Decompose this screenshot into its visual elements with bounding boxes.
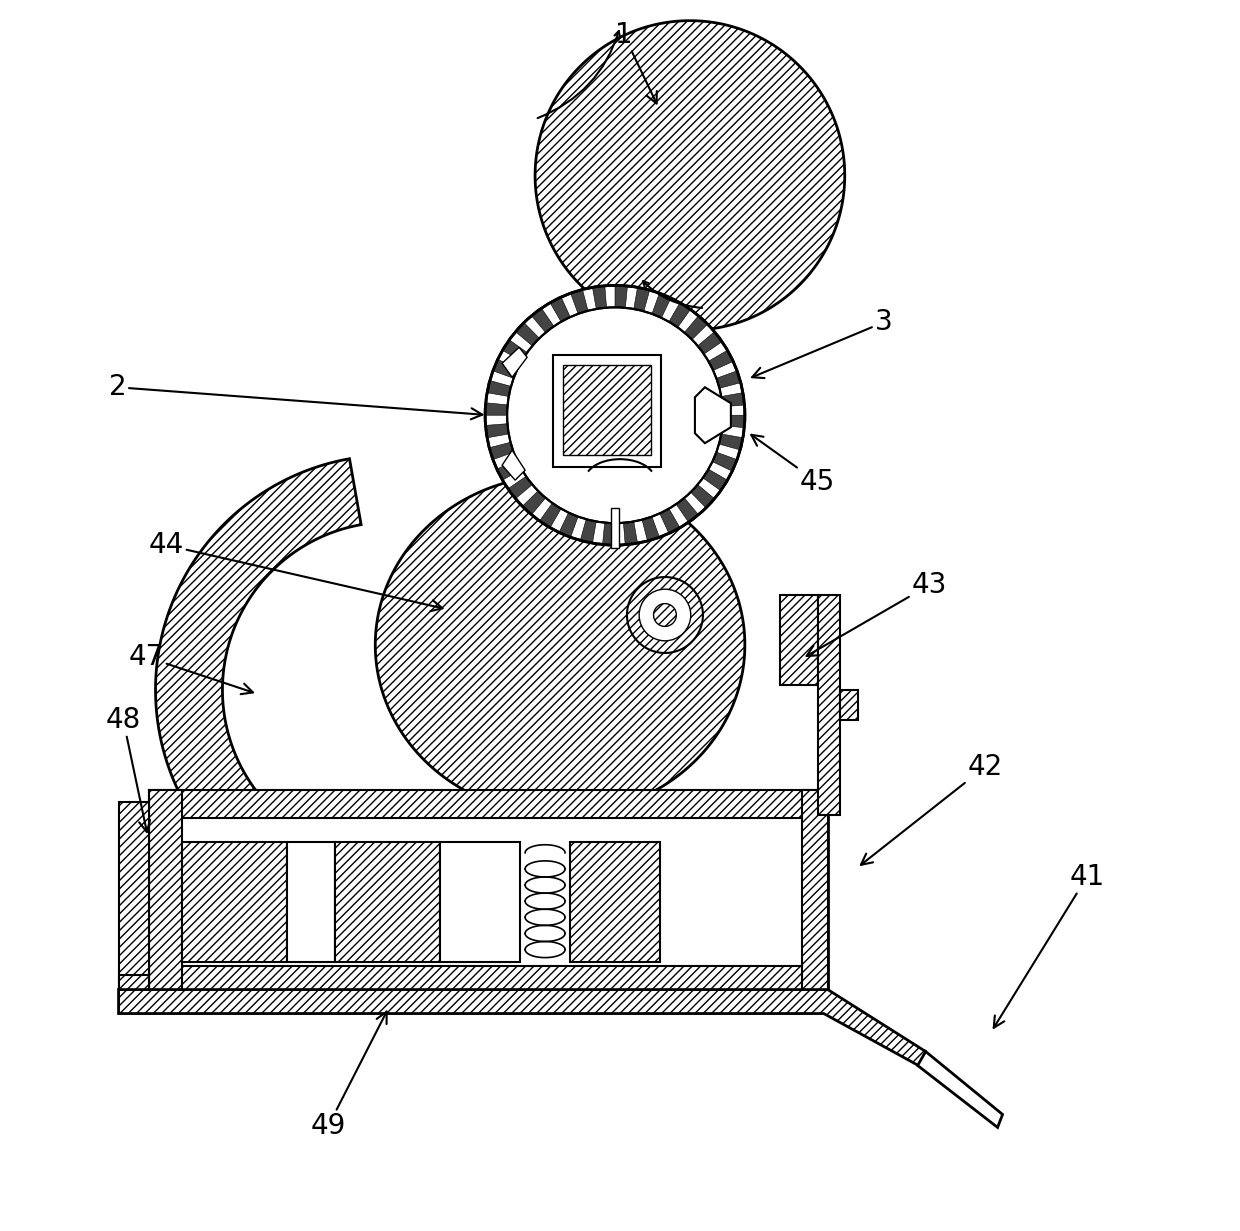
- Polygon shape: [627, 577, 703, 652]
- Wedge shape: [715, 372, 740, 389]
- Wedge shape: [503, 341, 528, 362]
- Polygon shape: [149, 790, 828, 817]
- Polygon shape: [549, 505, 626, 521]
- Polygon shape: [694, 388, 730, 443]
- Wedge shape: [489, 380, 512, 396]
- Wedge shape: [494, 359, 518, 379]
- Text: 3: 3: [753, 308, 893, 378]
- Bar: [553, 356, 661, 468]
- Wedge shape: [508, 475, 533, 499]
- Wedge shape: [559, 512, 578, 537]
- Text: 42: 42: [861, 753, 1003, 865]
- Polygon shape: [839, 689, 858, 720]
- Wedge shape: [523, 490, 547, 513]
- Wedge shape: [722, 415, 744, 427]
- Wedge shape: [541, 502, 562, 527]
- Wedge shape: [668, 304, 689, 329]
- Text: 43: 43: [807, 571, 947, 656]
- Wedge shape: [486, 423, 510, 437]
- Polygon shape: [918, 1051, 1003, 1128]
- Polygon shape: [570, 842, 660, 961]
- Text: 44: 44: [149, 531, 443, 611]
- Wedge shape: [689, 484, 714, 507]
- Polygon shape: [119, 801, 149, 990]
- Polygon shape: [802, 790, 828, 990]
- Polygon shape: [563, 366, 651, 455]
- Wedge shape: [683, 316, 707, 340]
- Circle shape: [639, 590, 691, 641]
- Wedge shape: [708, 351, 733, 371]
- Wedge shape: [516, 324, 541, 346]
- Wedge shape: [615, 287, 627, 309]
- Wedge shape: [634, 288, 650, 313]
- Wedge shape: [651, 294, 671, 319]
- Wedge shape: [570, 291, 588, 315]
- Polygon shape: [119, 990, 925, 1070]
- Wedge shape: [642, 516, 660, 540]
- Wedge shape: [624, 521, 637, 544]
- Text: 48: 48: [105, 705, 150, 832]
- Text: 2: 2: [109, 373, 482, 420]
- Wedge shape: [697, 332, 722, 355]
- Wedge shape: [660, 507, 680, 533]
- Text: 49: 49: [310, 1012, 387, 1140]
- Wedge shape: [490, 442, 515, 459]
- Bar: [440, 842, 520, 961]
- Wedge shape: [603, 522, 615, 544]
- Circle shape: [507, 308, 723, 523]
- Polygon shape: [149, 790, 182, 990]
- Wedge shape: [551, 298, 570, 323]
- Wedge shape: [486, 403, 508, 415]
- Wedge shape: [720, 393, 744, 406]
- Wedge shape: [718, 433, 742, 449]
- Polygon shape: [149, 965, 828, 990]
- Polygon shape: [155, 459, 361, 921]
- Polygon shape: [182, 842, 288, 961]
- Polygon shape: [502, 347, 527, 377]
- Polygon shape: [119, 975, 149, 990]
- Wedge shape: [593, 287, 606, 310]
- Circle shape: [485, 286, 745, 545]
- Bar: [288, 842, 335, 961]
- Polygon shape: [335, 842, 440, 961]
- Text: 47: 47: [129, 643, 253, 694]
- Polygon shape: [653, 603, 676, 627]
- Text: 41: 41: [993, 863, 1105, 1028]
- Text: 1: 1: [615, 21, 657, 103]
- Polygon shape: [780, 595, 817, 684]
- Bar: [149, 790, 828, 990]
- Polygon shape: [817, 595, 839, 815]
- Polygon shape: [563, 366, 651, 455]
- Text: 45: 45: [751, 435, 835, 496]
- Wedge shape: [532, 309, 554, 334]
- Polygon shape: [502, 451, 525, 480]
- Polygon shape: [536, 21, 844, 330]
- Wedge shape: [580, 518, 596, 542]
- Wedge shape: [497, 459, 522, 480]
- Polygon shape: [376, 475, 745, 815]
- Polygon shape: [611, 508, 619, 548]
- Wedge shape: [712, 452, 737, 470]
- Wedge shape: [676, 497, 698, 522]
- Wedge shape: [702, 469, 727, 490]
